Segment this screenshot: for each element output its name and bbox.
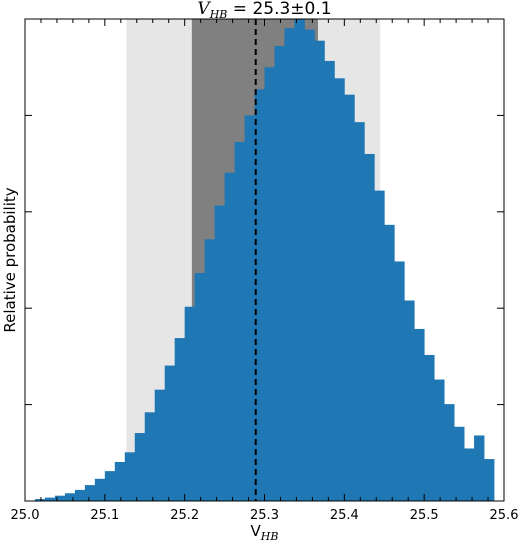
histogram-bar xyxy=(264,67,275,501)
histogram-bar xyxy=(464,448,475,501)
x-tick-label: 25.5 xyxy=(410,508,439,523)
histogram-bar xyxy=(254,89,265,501)
histogram-bar xyxy=(304,29,315,501)
title-symbol: V xyxy=(197,0,211,19)
histogram-bar xyxy=(324,60,335,502)
title-value: = 25.3±0.1 xyxy=(227,0,331,19)
axis-ticks xyxy=(24,19,505,501)
chart-title: VHB = 25.3±0.1 xyxy=(197,0,331,21)
histogram-bar xyxy=(74,489,86,501)
histogram-bar xyxy=(34,499,46,501)
histogram-bar xyxy=(274,45,285,501)
histogram-bar xyxy=(234,141,245,501)
histogram-bar xyxy=(214,205,225,501)
histogram-bar xyxy=(54,495,66,501)
histogram-bar xyxy=(44,497,56,501)
histogram-bar xyxy=(424,354,435,501)
histogram-bar xyxy=(134,433,146,501)
histogram-bar xyxy=(454,426,465,501)
histogram-bar xyxy=(394,261,405,501)
histogram-bar xyxy=(64,493,76,501)
x-tick-label: 25.2 xyxy=(170,508,199,523)
x-tick-label: 25.0 xyxy=(11,508,40,523)
histogram-bar xyxy=(104,471,116,501)
histogram-bar xyxy=(224,172,235,501)
x-axis-subscript: HB xyxy=(260,530,279,542)
histogram-bar xyxy=(314,40,325,501)
histogram-bar xyxy=(334,78,345,501)
histogram-bar xyxy=(484,459,495,501)
x-axis-title: VHB xyxy=(251,522,279,542)
histogram-bar xyxy=(184,306,196,501)
histogram-bar xyxy=(414,328,425,501)
x-tick-label: 25.1 xyxy=(90,508,119,523)
histogram-bar xyxy=(94,478,106,501)
histogram-bar xyxy=(364,153,375,501)
histogram-bar xyxy=(174,338,186,501)
histogram-bar xyxy=(114,461,126,501)
x-tick-label: 25.4 xyxy=(330,508,359,523)
x-tick-labels: 25.0 25.1 25.2 25.3 25.4 25.5 25.6 xyxy=(11,508,519,523)
histogram-bar xyxy=(244,115,255,502)
histogram-bar xyxy=(474,435,485,501)
histogram-bar xyxy=(354,122,365,501)
histogram-bar xyxy=(194,273,206,501)
histogram-bar xyxy=(384,224,395,501)
x-axis-symbol: V xyxy=(251,522,262,540)
histogram-bar xyxy=(124,452,136,501)
histogram-bar xyxy=(204,239,216,502)
x-tick-label: 25.6 xyxy=(490,508,519,523)
histogram-bar xyxy=(154,389,166,501)
histogram-bar xyxy=(164,365,176,501)
histogram-bar xyxy=(404,300,415,501)
x-tick-label: 25.3 xyxy=(250,508,279,523)
histogram-bar xyxy=(374,190,385,502)
histogram-bar xyxy=(434,379,445,501)
title-subscript: HB xyxy=(209,8,228,21)
histogram-bar xyxy=(294,19,305,501)
histogram-bar xyxy=(344,94,355,501)
histogram-bar xyxy=(84,485,96,501)
y-axis-title: Relative probability xyxy=(1,187,19,332)
histogram-bar xyxy=(444,404,455,501)
histogram-bars xyxy=(34,19,495,502)
histogram-bar xyxy=(144,412,156,501)
histogram-bar xyxy=(284,28,295,502)
